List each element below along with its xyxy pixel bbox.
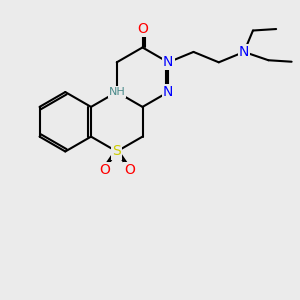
Text: N: N xyxy=(239,45,249,59)
Text: O: O xyxy=(99,163,110,177)
Text: O: O xyxy=(137,22,148,36)
Text: O: O xyxy=(124,163,135,177)
Text: S: S xyxy=(112,145,121,158)
Text: N: N xyxy=(163,85,173,99)
Text: N: N xyxy=(163,55,173,69)
Text: NH: NH xyxy=(108,87,125,97)
